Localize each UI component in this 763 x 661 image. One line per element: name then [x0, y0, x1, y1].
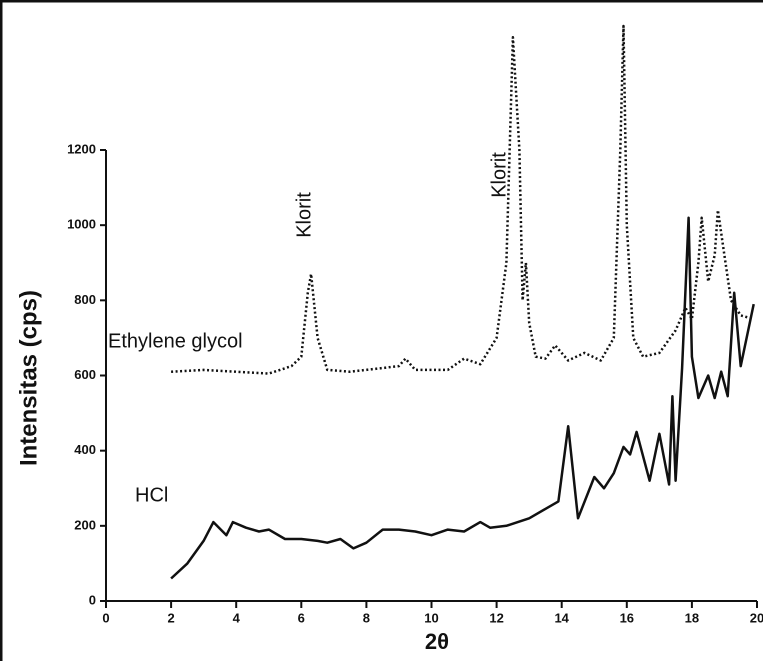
- series-line: [171, 24, 755, 375]
- x-tick-label: 20: [750, 610, 763, 625]
- x-tick-label: 0: [102, 610, 109, 625]
- x-tick-label: 10: [424, 610, 438, 625]
- annotation: Klorit: [488, 152, 510, 198]
- x-tick-label: 6: [298, 610, 305, 625]
- y-tick-label: 600: [74, 367, 96, 382]
- annotation: Ethylene glycol: [108, 330, 243, 352]
- y-tick-label: 0: [89, 592, 96, 607]
- x-tick-label: 12: [489, 610, 503, 625]
- annotation: Klorit: [293, 192, 315, 238]
- series-line: [170, 216, 755, 580]
- y-tick-label: 1000: [67, 217, 96, 232]
- y-tick-label: 200: [74, 517, 96, 532]
- y-tick-label: 400: [74, 442, 96, 457]
- x-tick-label: 14: [554, 610, 569, 625]
- x-tick-label: 8: [363, 610, 370, 625]
- y-tick-label: 1200: [67, 141, 96, 156]
- x-tick-label: 16: [620, 610, 634, 625]
- x-tick-label: 2: [167, 610, 174, 625]
- x-tick-label: 4: [233, 610, 241, 625]
- annotation: HCl: [135, 484, 168, 506]
- x-tick-label: 18: [685, 610, 699, 625]
- x-axis-label: 2θ: [425, 629, 449, 654]
- y-tick-label: 800: [74, 292, 96, 307]
- y-axis-label: Intensitas (cps): [15, 290, 42, 466]
